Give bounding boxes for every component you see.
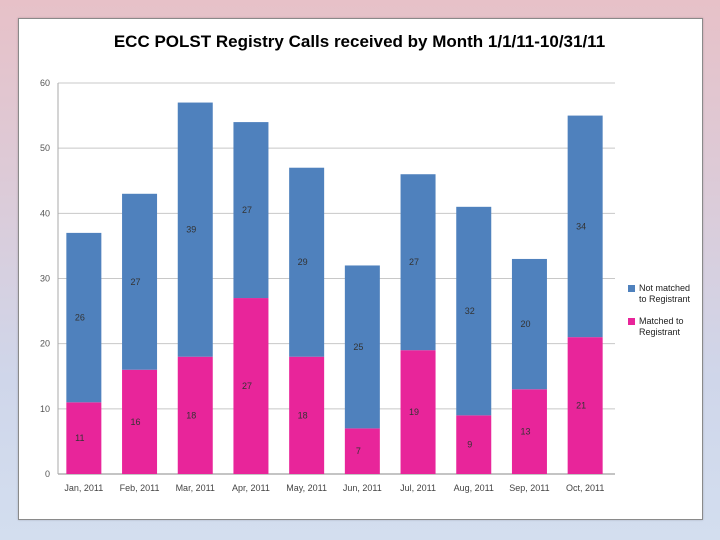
data-label-not-matched: 34 — [576, 221, 586, 231]
legend-swatch-not-matched — [628, 285, 635, 292]
x-tick-label: Jan, 2011 — [64, 483, 103, 493]
x-tick-label: May, 2011 — [286, 483, 327, 493]
bar-not-matched — [289, 167, 325, 357]
bar-matched — [122, 369, 158, 474]
data-label-not-matched: 27 — [409, 257, 419, 267]
data-label-matched: 18 — [298, 410, 308, 420]
data-label-matched: 16 — [131, 417, 141, 427]
data-label-not-matched: 26 — [75, 313, 85, 323]
data-label-not-matched: 25 — [353, 342, 363, 352]
data-label-matched: 21 — [576, 401, 586, 411]
data-label-not-matched: 27 — [242, 205, 252, 215]
x-tick-label: Mar, 2011 — [176, 483, 215, 493]
data-label-matched: 7 — [356, 446, 361, 456]
bar-matched — [66, 402, 102, 474]
y-tick-label: 0 — [45, 469, 50, 479]
bar-matched — [511, 389, 547, 474]
bar-not-matched — [233, 122, 269, 299]
bar-not-matched — [567, 115, 603, 338]
data-label-matched: 13 — [520, 427, 530, 437]
x-tick-label: Sep, 2011 — [509, 483, 549, 493]
data-label-matched: 9 — [467, 440, 472, 450]
legend-label-not-matched: Not matched to Registrant — [639, 283, 691, 304]
y-tick-label: 60 — [40, 78, 50, 88]
bar-matched — [233, 298, 269, 474]
data-label-matched: 27 — [242, 381, 252, 391]
bar-not-matched — [511, 258, 547, 390]
bar-not-matched — [66, 232, 102, 403]
data-label-matched: 19 — [409, 407, 419, 417]
bar-matched — [400, 350, 436, 474]
data-label-not-matched: 39 — [186, 225, 196, 235]
y-tick-label: 20 — [40, 339, 50, 349]
x-tick-label: Apr, 2011 — [232, 483, 270, 493]
x-tick-label: Aug, 2011 — [454, 483, 494, 493]
bar-matched — [567, 337, 603, 474]
bar-matched — [344, 428, 380, 474]
data-label-not-matched: 32 — [465, 306, 475, 316]
bar-not-matched — [177, 102, 213, 357]
bar-not-matched — [400, 174, 436, 351]
data-label-not-matched: 20 — [520, 319, 530, 329]
y-tick-label: 50 — [40, 143, 50, 153]
bar-not-matched — [456, 206, 492, 416]
x-tick-label: Feb, 2011 — [120, 483, 160, 493]
legend-label-matched: Matched to Registrant — [639, 316, 684, 337]
data-label-matched: 11 — [75, 433, 84, 443]
chart-title: ECC POLST Registry Calls received by Mon… — [113, 32, 606, 51]
x-tick-label: Oct, 2011 — [566, 483, 604, 493]
legend-swatch-matched — [628, 318, 635, 325]
data-label-not-matched: 29 — [298, 257, 308, 267]
bar-not-matched — [122, 193, 158, 370]
y-tick-label: 30 — [40, 274, 50, 284]
bar-matched — [456, 415, 492, 474]
x-tick-label: Jul, 2011 — [400, 483, 436, 493]
bar-matched — [177, 356, 213, 474]
y-tick-label: 10 — [40, 404, 50, 414]
bar-matched — [289, 356, 325, 474]
bar-not-matched — [344, 265, 380, 429]
x-tick-label: Jun, 2011 — [343, 483, 382, 493]
data-label-matched: 18 — [186, 410, 196, 420]
data-label-not-matched: 27 — [131, 277, 141, 287]
y-tick-label: 40 — [40, 208, 50, 218]
